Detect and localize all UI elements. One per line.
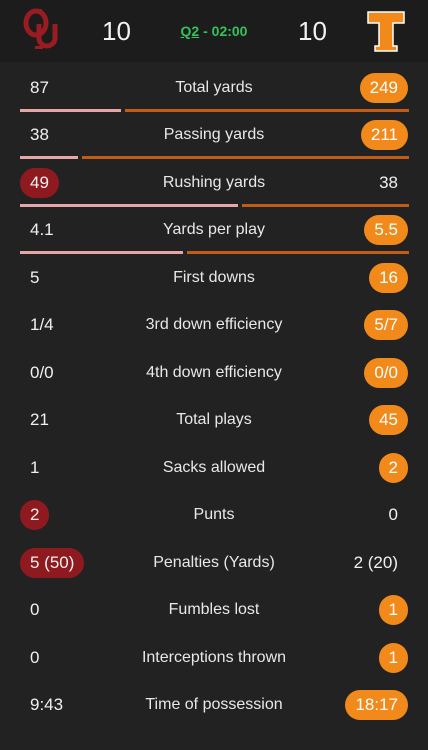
stat-row: 0 Fumbles lost 1	[0, 587, 428, 635]
stat-label: Passing yards	[163, 126, 265, 144]
stat-label: Total plays	[176, 411, 252, 429]
away-stat-value: 18:17	[345, 690, 408, 721]
clock-time: 02:00	[211, 23, 248, 39]
stat-row: 1/4 3rd down efficiency 5/7	[0, 302, 428, 350]
home-stat-value: 21	[30, 410, 49, 430]
away-stat-value: 0/0	[364, 357, 408, 388]
home-share-bar	[20, 251, 184, 254]
home-stat-value: 87	[30, 77, 49, 97]
quarter-label: Q2	[180, 23, 200, 39]
home-stat-value: 4.1	[30, 220, 54, 240]
home-stat-value: 1	[30, 457, 40, 477]
away-score: 10	[298, 16, 327, 46]
stat-comparison-bar	[20, 156, 409, 159]
stat-label: Total yards	[175, 78, 253, 96]
stat-comparison-bar	[20, 251, 409, 254]
stat-row: 5 (50) Penalties (Yards) 2 (20)	[0, 539, 428, 587]
stat-row: 49 Rushing yards 38	[0, 159, 428, 207]
away-stat-value: 38	[379, 172, 398, 192]
home-stat-value: 5 (50)	[20, 547, 85, 578]
stat-label: Punts	[193, 506, 235, 524]
home-stat-value: 5	[30, 267, 40, 287]
away-stat-value: 5.5	[364, 215, 408, 246]
away-stat-value: 16	[369, 262, 408, 293]
stat-label: First downs	[173, 268, 255, 286]
away-stat-value: 0	[388, 505, 398, 525]
stat-comparison-bar	[20, 108, 409, 112]
home-stat-value: 0	[30, 600, 40, 620]
away-stat-value: 211	[360, 120, 408, 151]
home-stat-value: 38	[30, 125, 49, 145]
away-stat-value: 45	[369, 405, 408, 436]
stat-row: 0 Interceptions thrown 1	[0, 634, 428, 682]
away-stat-value: 249	[359, 72, 408, 103]
stat-row: 2 Punts 0	[0, 492, 428, 540]
stat-comparison-bar	[20, 203, 409, 207]
stat-label: Sacks allowed	[162, 458, 266, 476]
away-stat-value: 1	[378, 595, 408, 626]
tennessee-logo-icon[interactable]	[366, 8, 406, 52]
stat-label: 3rd down efficiency	[145, 316, 283, 334]
stat-row: 5 First downs 16	[0, 254, 428, 302]
stat-row: 1 Sacks allowed 2	[0, 444, 428, 492]
game-clock: Q2 - 02:00	[150, 23, 278, 39]
away-stat-value: 1	[378, 642, 408, 673]
oklahoma-logo-icon[interactable]	[22, 8, 62, 52]
home-stat-value: 0/0	[30, 362, 54, 382]
away-share-bar	[241, 203, 409, 207]
stat-row: 38 Passing yards 211	[0, 112, 428, 159]
stat-label: 4th down efficiency	[146, 363, 282, 381]
stat-label: Yards per play	[163, 221, 265, 239]
stat-row: 21 Total plays 45	[0, 397, 428, 445]
stat-row: 9:43 Time of possession 18:17	[0, 682, 428, 730]
stat-label: Interceptions thrown	[141, 648, 287, 666]
home-stat-value: 9:43	[30, 695, 64, 715]
home-stat-value: 1/4	[30, 315, 54, 335]
home-share-bar	[20, 108, 122, 112]
home-share-bar	[20, 203, 238, 207]
home-share-bar	[20, 156, 79, 159]
stat-label: Penalties (Yards)	[153, 553, 275, 571]
stat-label: Time of possession	[145, 696, 283, 714]
clock-separator: -	[199, 23, 212, 39]
away-share-bar	[187, 251, 409, 254]
stat-label: Fumbles lost	[168, 601, 260, 619]
team-stats-list: 87 Total yards 249 38 Passing yards 211 49 Rush…	[0, 64, 428, 729]
away-share-bar	[82, 156, 409, 159]
away-stat-value: 2 (20)	[353, 552, 398, 572]
stat-label: Rushing yards	[162, 173, 266, 191]
stat-row: 87 Total yards 249	[0, 64, 428, 112]
away-stat-value: 2	[378, 452, 408, 483]
home-stat-value: 0	[30, 647, 40, 667]
home-score: 10	[102, 16, 131, 46]
away-stat-value: 5/7	[364, 310, 408, 341]
scoreboard-header: 10 Q2 - 02:00 10	[0, 0, 428, 62]
stat-row: 4.1 Yards per play 5.5	[0, 207, 428, 254]
away-share-bar	[125, 108, 409, 112]
home-stat-value: 49	[20, 167, 59, 198]
home-stat-value: 2	[20, 500, 50, 531]
stat-row: 0/0 4th down efficiency 0/0	[0, 349, 428, 397]
